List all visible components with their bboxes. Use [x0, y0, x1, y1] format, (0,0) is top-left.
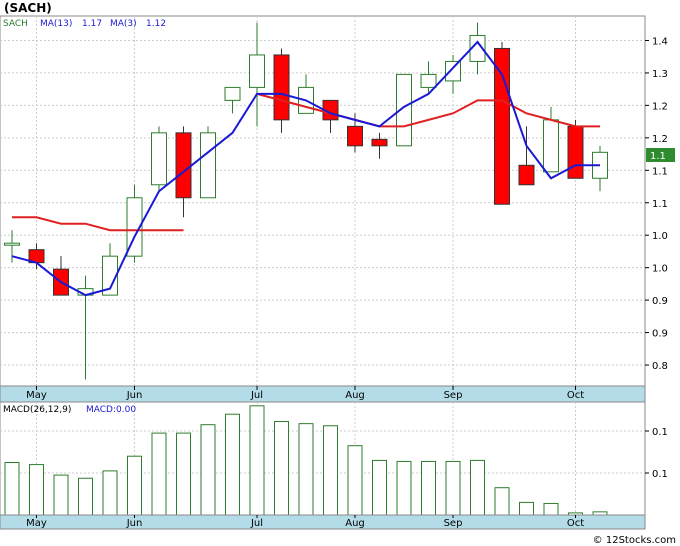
macd-panel: 0.1 0.1 May Jun Jul Aug Sep Oct MACD(26,12,9) …: [0, 401, 668, 530]
price-month-label: Jul: [250, 390, 263, 401]
candle-up: [249, 54, 265, 88]
macd-bar: [543, 502, 559, 516]
ma3-line: [11, 40, 600, 297]
macd-month-label: Aug: [345, 518, 365, 529]
candle-down: [273, 54, 290, 121]
legend-ma13-label: MA(13): [40, 19, 72, 29]
candle-up: [102, 255, 118, 296]
macd-bar: [127, 455, 142, 516]
last-price-badge-bg: [646, 148, 675, 162]
price-tick-label: 1.2: [652, 134, 668, 145]
macd-bar: [519, 501, 534, 516]
macd-gridlines: [0, 430, 645, 474]
candle-up: [469, 34, 486, 62]
legend-symbol: SACH: [3, 19, 28, 29]
macd-bar: [151, 432, 167, 516]
macd-bar: [102, 470, 118, 516]
candle-up: [151, 132, 167, 186]
macd-bar: [29, 464, 44, 516]
macd-bar: [445, 460, 461, 516]
credit-text: © 12Stocks.com: [593, 535, 676, 546]
macd-date-band: [0, 514, 646, 530]
price-tick-label: 1.2: [652, 101, 668, 112]
macd-legend-value: MACD:0.00: [86, 405, 136, 415]
price-tick-label: 1.1: [652, 199, 668, 210]
macd-month-label: Oct: [567, 518, 584, 529]
macd-bar: [347, 445, 363, 516]
price-date-band: [0, 385, 646, 403]
last-price-badge-text: 1.1: [650, 151, 666, 162]
macd-bar: [372, 459, 387, 516]
price-month-label: Oct: [567, 390, 584, 401]
candle-down: [494, 47, 510, 205]
price-tick-label: 1.0: [652, 231, 668, 242]
price-tick-label: 1.0: [652, 264, 668, 275]
candle-down: [347, 125, 363, 147]
ma13-line: [12, 92, 600, 232]
macd-legend: MACD(26,12,9) MACD:0.00: [3, 405, 136, 415]
macd-bar: [298, 423, 314, 516]
candle-up: [4, 242, 20, 246]
chart-title: (SACH): [4, 1, 52, 15]
price-axis: 1.4 1.3 1.2 1.2 1.1 1.1 1.0 1.0 0.9 0.9 0.8: [645, 36, 668, 372]
legend-ma3-label: MA(3): [110, 19, 137, 29]
macd-bar: [396, 460, 412, 516]
candle-up: [396, 73, 412, 147]
macd-legend-label: MACD(26,12,9): [3, 405, 71, 415]
price-tick-label: 0.9: [652, 296, 668, 307]
macd-bar: [249, 405, 265, 516]
macd-month-label: May: [26, 518, 47, 529]
price-month-label: Sep: [444, 390, 463, 401]
macd-bar: [200, 424, 216, 516]
candle-up: [445, 60, 461, 82]
legend-ma3-value: 1.12: [146, 19, 166, 29]
macd-axis: 0.1 0.1: [645, 427, 668, 480]
price-panel: 1.4 1.3 1.2 1.2 1.1 1.1 1.0 1.0 0.9 0.9 0.8 May Jun…: [0, 1, 675, 403]
candle-down: [567, 125, 584, 179]
price-tick-label: 0.9: [652, 329, 668, 340]
price-tick-label: 1.3: [652, 69, 668, 80]
macd-bar: [421, 460, 436, 516]
macd-bar: [470, 459, 485, 516]
macd-bar: [494, 487, 510, 516]
price-panel-frame: [0, 15, 646, 387]
price-month-label: Aug: [345, 390, 365, 401]
price-month-labels: May Jun Jul Aug Sep Oct: [26, 386, 584, 401]
price-month-label: May: [26, 390, 47, 401]
price-gridlines: [0, 39, 645, 366]
price-tick-label: 1.4: [652, 36, 668, 47]
macd-month-labels: May Jun Jul Aug Sep Oct: [26, 515, 584, 529]
price-tick-label: 0.8: [652, 361, 668, 372]
macd-month-label: Sep: [444, 518, 463, 529]
macd-tick-label: 0.1: [652, 469, 668, 480]
macd-bar: [78, 477, 93, 516]
candle-up: [126, 197, 143, 257]
macd-bar: [176, 432, 191, 516]
candle-up: [200, 132, 216, 199]
last-price-badge: 1.1: [646, 148, 675, 162]
macd-bar: [225, 413, 240, 516]
price-legend: SACH MA(13) 1.17 MA(3) 1.12: [3, 19, 166, 29]
macd-bar: [53, 474, 69, 516]
candle-down: [175, 132, 192, 199]
price-tick-label: 1.1: [652, 166, 668, 177]
macd-month-label: Jul: [250, 518, 263, 529]
macd-bar: [323, 425, 338, 516]
price-month-label: Jun: [126, 390, 143, 401]
macd-histogram: [4, 405, 608, 516]
candle-down: [371, 138, 388, 147]
legend-ma13-value: 1.17: [82, 19, 102, 29]
macd-month-label: Jun: [126, 518, 143, 529]
macd-bar: [274, 421, 289, 516]
macd-bar: [4, 462, 20, 516]
moving-average-lines: [11, 40, 600, 297]
macd-tick-label: 0.1: [652, 427, 668, 438]
macd-panel-frame: [0, 401, 646, 516]
candle-up: [543, 119, 559, 173]
candle-down: [518, 164, 535, 186]
candle-up: [224, 86, 241, 101]
candle-up: [420, 73, 437, 88]
